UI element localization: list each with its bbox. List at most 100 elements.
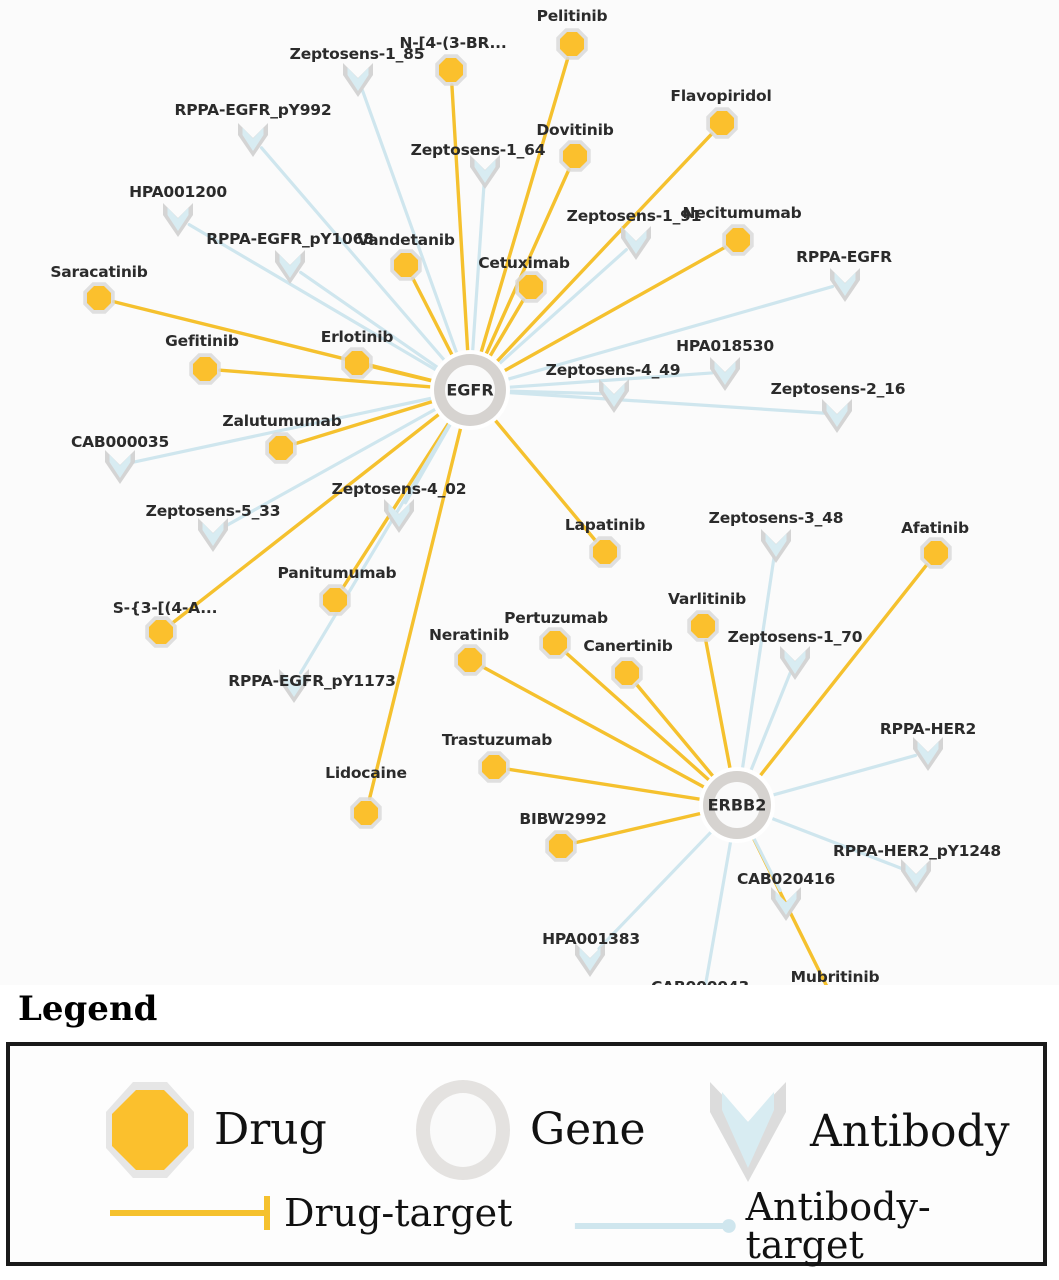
drug-node — [435, 54, 467, 86]
antibody-chevron-icon — [347, 67, 369, 91]
legend-label-drug: Drug — [214, 1104, 327, 1155]
legend-item-drug-target: Drug-target — [105, 1188, 512, 1238]
antibody-target-edge — [765, 814, 906, 871]
antibody-node — [621, 226, 651, 260]
drug-node — [83, 282, 115, 314]
legend-item-gene: Gene — [410, 1076, 646, 1184]
drug-target-edge-icon — [110, 1196, 270, 1230]
drug-target-edge — [218, 368, 438, 390]
drug-octagon-icon — [353, 800, 379, 826]
drug-node — [189, 353, 221, 385]
drug-node — [706, 107, 738, 139]
antibody-node — [105, 450, 135, 484]
drug-target-edge — [450, 83, 470, 358]
antibody-chevron-icon — [279, 254, 301, 278]
drug-octagon-icon — [562, 143, 588, 169]
drug-octagon-icon — [690, 613, 716, 639]
drug-node — [341, 347, 373, 379]
gene-node-label: EGFR — [446, 380, 494, 400]
antibody-node — [901, 859, 931, 893]
antibody-chevron-icon — [283, 673, 305, 697]
antibody-target-edge — [222, 404, 442, 529]
drug-target-edge — [369, 364, 439, 384]
drug-node — [722, 224, 754, 256]
antibody-target-edge — [702, 834, 734, 994]
drug-octagon-icon — [518, 274, 544, 300]
antibody-target-edge — [747, 671, 792, 777]
drug-target-edge-group — [111, 56, 929, 994]
network-canvas: Zeptosens-1_85 RPPA-EGFR_pY992 Zeptosens-1… — [50, 7, 1002, 1000]
drug-node — [390, 249, 422, 281]
antibody-target-edge — [749, 831, 782, 892]
drug-octagon-icon — [481, 754, 507, 780]
antibody-target-edge — [470, 181, 486, 358]
antibody-chevron-icon — [834, 272, 856, 296]
antibody-node — [822, 399, 852, 433]
drug-octagon-icon — [344, 350, 370, 376]
antibody-target-edge-icon — [574, 1219, 736, 1233]
antibody-target-edge — [360, 88, 461, 360]
drug-octagon-icon — [393, 252, 419, 278]
antibody-node — [710, 357, 740, 391]
antibody-chevron-icon — [775, 891, 797, 915]
drug-target-edge — [491, 132, 714, 367]
legend-item-antibody-target: Antibody-target — [570, 1188, 1043, 1264]
drug-target-edge — [490, 414, 598, 543]
antibody-node — [913, 737, 943, 771]
antibody-node — [761, 529, 791, 563]
drug-node — [478, 751, 510, 783]
drug-target-edge — [367, 421, 464, 801]
antibody-target-edge — [502, 390, 826, 415]
drug-node — [556, 28, 588, 60]
drug-target-edge — [704, 639, 733, 776]
antibody-target-edge — [187, 222, 443, 375]
drug-node — [539, 627, 571, 659]
antibody-node — [470, 155, 500, 189]
antibody-target-edge-group — [131, 88, 918, 994]
drug-octagon-icon — [438, 57, 464, 83]
gene-node — [699, 767, 775, 843]
legend-shape-row: Drug Gene Antibody — [10, 1064, 1043, 1182]
drug-target-edge — [564, 651, 715, 786]
drug-target-edge — [477, 56, 570, 360]
antibody-chevron-icon — [242, 127, 264, 151]
drug-octagon-icon — [923, 540, 949, 566]
antibody-target-edge — [501, 284, 835, 383]
drug-node — [265, 432, 297, 464]
antibody-chevron-icon — [388, 503, 410, 527]
antibody-target-edge — [493, 248, 628, 369]
antibody-target-edge — [597, 826, 717, 951]
drug-target-edge — [293, 398, 440, 446]
legend-item-drug: Drug — [100, 1076, 327, 1184]
antibody-node — [780, 646, 810, 680]
gene-node-center — [445, 365, 495, 415]
drug-octagon-icon — [725, 227, 751, 253]
network-graph-svg — [83, 28, 952, 1000]
antibody-chevron-icon — [202, 522, 224, 546]
antibody-node-group — [105, 63, 943, 1000]
antibody-chevron-icon — [905, 863, 927, 887]
antibody-node — [830, 268, 860, 302]
antibody-node — [599, 379, 629, 413]
drug-target-edge — [171, 409, 445, 625]
antibody-chevron-icon — [765, 533, 787, 557]
antibody-target-edge — [131, 395, 439, 464]
drug-node — [145, 616, 177, 648]
antibody-chevron-icon — [474, 159, 496, 183]
drug-octagon-icon — [592, 539, 618, 565]
drug-target-edge — [497, 245, 727, 376]
antibody-target-edge — [299, 270, 444, 373]
antibody-chevron-icon — [710, 1082, 786, 1182]
legend-area: Legend Drug Gene — [0, 985, 1059, 1280]
antibody-target-edge — [299, 417, 455, 675]
antibody-node — [575, 943, 605, 977]
drug-octagon-icon — [322, 587, 348, 613]
antibody-chevron-icon — [625, 230, 647, 254]
antibody-node — [198, 518, 228, 552]
drug-octagon-icon — [106, 1082, 194, 1178]
drug-octagon-icon — [614, 660, 640, 686]
drug-node — [545, 830, 577, 862]
drug-octagon-icon — [192, 356, 218, 382]
drug-octagon-icon — [148, 619, 174, 645]
drug-octagon-icon — [709, 110, 735, 136]
